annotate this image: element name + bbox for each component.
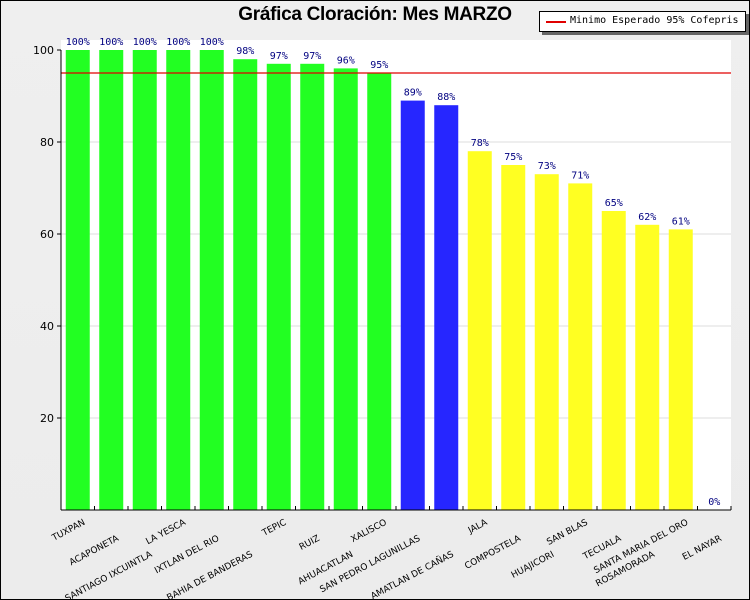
x-tick-label: SAN BLAS	[545, 518, 590, 548]
value-label: 78%	[471, 138, 489, 149]
bar-8	[333, 68, 358, 511]
bar-1	[99, 50, 124, 510]
value-label: 97%	[303, 51, 321, 62]
bar-16	[601, 211, 626, 510]
bar-6	[266, 63, 291, 511]
bar-15	[568, 183, 593, 510]
value-label: 73%	[538, 161, 556, 172]
bar-13	[501, 165, 526, 510]
bar-7	[300, 63, 325, 511]
bars	[65, 50, 693, 511]
value-label: 95%	[370, 60, 388, 71]
value-label: 65%	[605, 198, 623, 209]
bar-12	[467, 151, 492, 510]
x-tick-label: EL NAYAR	[681, 534, 724, 563]
value-label: 100%	[166, 37, 190, 48]
legend-line-swatch	[546, 21, 566, 23]
x-tick-label: TEPIC	[260, 518, 288, 539]
value-label: 61%	[672, 216, 690, 227]
value-label: 100%	[200, 37, 224, 48]
bar-5	[233, 59, 258, 510]
y-tick-label: 100	[33, 44, 54, 57]
bar-18	[668, 229, 693, 510]
bar-11	[434, 105, 459, 510]
value-label: 100%	[133, 37, 157, 48]
value-label: 97%	[270, 51, 288, 62]
value-label: 0%	[708, 497, 720, 508]
value-label: 89%	[404, 88, 422, 99]
value-label: 98%	[236, 46, 254, 57]
x-tick-label: TUXPAN	[50, 518, 87, 544]
value-label: 96%	[337, 55, 355, 66]
y-tick-label: 80	[40, 136, 54, 149]
x-tick-label: RUIZ	[298, 534, 322, 553]
value-label: 100%	[66, 37, 90, 48]
bar-9	[367, 73, 392, 510]
bar-2	[132, 50, 157, 510]
legend-label: Minimo Esperado 95% Cofepris	[570, 15, 739, 26]
bar-17	[635, 224, 660, 511]
axes	[57, 49, 732, 511]
y-tick-label: 20	[40, 412, 54, 425]
x-tick-label: XALISCO	[349, 518, 388, 545]
bar-3	[166, 50, 191, 510]
bar-10	[400, 100, 425, 510]
value-label: 71%	[571, 170, 589, 181]
x-tick-label: COMPOSTELA	[463, 533, 523, 571]
y-tick-label: 60	[40, 228, 54, 241]
bar-0	[65, 50, 90, 510]
value-labels: 100% 100% 100% 100% 100% 98% 97% 97% 96% 95% 89% 88…	[66, 37, 721, 508]
y-tick-label: 40	[40, 320, 54, 333]
x-tick-label: ACAPONETA	[68, 533, 121, 568]
value-label: 62%	[638, 212, 656, 223]
y-tick-labels: 20 40 60 80 100	[33, 44, 54, 425]
x-tick-label: LA YESCA	[144, 517, 188, 547]
value-label: 88%	[437, 92, 455, 103]
value-label: 100%	[99, 37, 123, 48]
value-label: 75%	[504, 152, 522, 163]
legend: Minimo Esperado 95% Cofepris	[539, 11, 746, 32]
bar-14	[534, 174, 559, 510]
chart-title: Gráfica Cloración: Mes MARZO	[238, 4, 512, 25]
bar-4	[199, 50, 224, 510]
x-tick-label: JALA	[466, 517, 490, 536]
plot-area	[61, 40, 731, 510]
x-tick-label: HUAJICORI	[510, 550, 556, 581]
